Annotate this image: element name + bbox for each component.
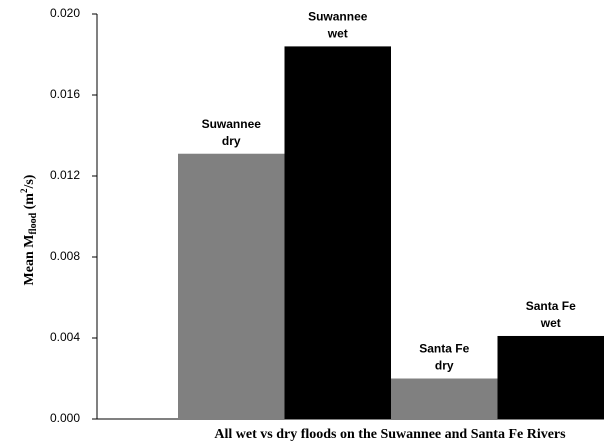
bar-label: wet (540, 316, 561, 330)
bar (497, 335, 604, 419)
bar-label: Santa Fe (419, 342, 469, 356)
bar (284, 46, 391, 420)
y-tick-label: 0.016 (50, 87, 80, 101)
y-label-superscript: 2 (19, 188, 29, 193)
y-tick-label: 0.012 (50, 168, 80, 182)
y-tick-label: 0.004 (50, 330, 80, 344)
y-label-part: (m (22, 193, 37, 213)
y-tick-label: 0.008 (50, 249, 80, 263)
bar (178, 153, 285, 419)
bar-label: dry (435, 359, 454, 373)
bar-label: dry (222, 134, 241, 148)
bar (391, 378, 498, 419)
bar-label: Santa Fe (526, 299, 576, 313)
bar-label: wet (327, 27, 348, 41)
y-axis-label: Mean Mflood (m2/s) (19, 174, 39, 285)
x-axis-label: All wet vs dry floods on the Suwannee an… (214, 427, 566, 442)
y-tick-label: 0.000 (50, 411, 80, 425)
y-label-subscript: flood (28, 212, 39, 234)
y-label-part: Mean M (22, 235, 37, 286)
bar-label: Suwannee (202, 117, 262, 131)
y-tick-label: 0.020 (50, 6, 80, 20)
bar-label: Suwannee (308, 10, 368, 24)
y-label-part: /s) (22, 174, 37, 189)
